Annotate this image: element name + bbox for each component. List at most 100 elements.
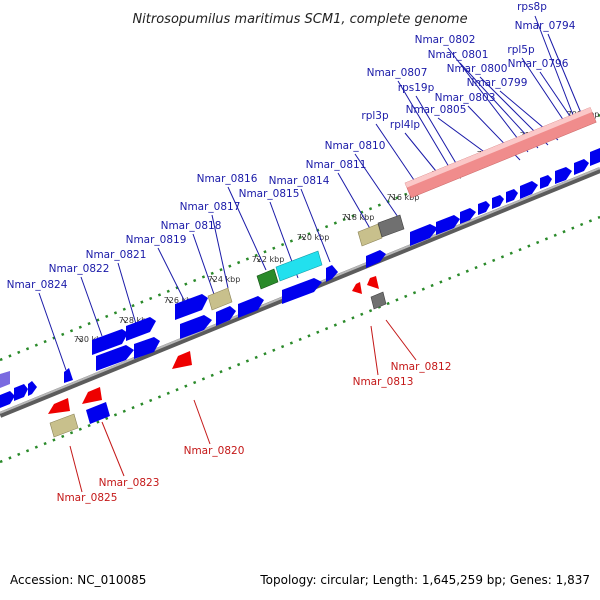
kbp-tick-label: 726 kbp	[164, 296, 197, 305]
reverse-strand-features	[48, 276, 387, 438]
gene-label: Nmar_0822	[49, 263, 110, 275]
cds-arrow	[92, 329, 128, 355]
outer-tick-guide	[0, 113, 600, 362]
gene-label: Nmar_0815	[239, 188, 300, 200]
khaki-feature	[207, 287, 233, 311]
leader-line	[534, 15, 579, 129]
leader-line	[354, 153, 401, 221]
cds-arrow-reverse	[367, 276, 379, 289]
leader-line	[192, 233, 217, 301]
gene-label: Nmar_0810	[325, 140, 386, 152]
gene-labels: rps8p Nmar_0794 Nmar_0802 Nmar_0801 rpl5p Nma…	[7, 1, 576, 504]
leader-line	[415, 95, 461, 171]
gene-label: Nmar_0817	[180, 201, 241, 213]
cds-arrow	[175, 294, 208, 320]
kbp-tick-mark	[256, 257, 261, 263]
kbp-tick-label: 722 kbp	[252, 255, 285, 264]
genome-summary: Topology: circular; Length: 1,645,259 bp…	[260, 573, 590, 587]
leader-line	[404, 132, 441, 177]
leader-line	[227, 186, 267, 271]
cds-arrow	[478, 201, 490, 215]
accession-label: Accession: NC_010085	[10, 573, 147, 587]
leader-line	[375, 123, 415, 181]
leader-line	[447, 47, 529, 153]
cds-arrow-reverse	[48, 398, 70, 414]
cds-arrow	[326, 265, 338, 282]
cds-arrow	[86, 402, 110, 424]
gene-label: Nmar_0807	[367, 67, 428, 79]
gene-label: Nmar_0821	[86, 249, 147, 261]
kbp-tick-mark	[390, 195, 396, 201]
kbp-tick-label: 730 kbp	[74, 335, 107, 344]
gene-label: Nmar_0825	[57, 492, 118, 504]
gene-label: rpl4lp	[390, 119, 420, 131]
leader-line	[397, 80, 453, 173]
cds-arrow	[216, 306, 236, 326]
cds-arrow	[238, 296, 264, 318]
cds-arrow	[410, 224, 438, 246]
map-title: Nitrosopumilus maritimus SCM1, complete …	[132, 12, 467, 27]
gene-label: Nmar_0818	[161, 220, 222, 232]
cds-arrow-reverse	[172, 351, 192, 369]
kbp-tick-mark	[301, 235, 306, 241]
green-feature	[256, 268, 279, 290]
khaki-feature	[357, 223, 383, 247]
gene-label: Nmar_0794	[515, 20, 576, 32]
gene-label: Nmar_0811	[306, 159, 367, 171]
gene-label: rps8p	[517, 1, 547, 13]
leader-line	[521, 57, 571, 131]
cds-arrow	[506, 189, 518, 203]
rrna-highlight	[405, 107, 593, 188]
leader-line	[547, 33, 587, 126]
cds-arrow	[574, 159, 589, 175]
leader-line	[337, 172, 373, 233]
cds-arrow	[520, 181, 538, 199]
leader-line	[157, 247, 187, 305]
gene-label: Nmar_0796	[508, 58, 569, 70]
leader-line	[385, 319, 417, 361]
leader-line	[300, 188, 331, 263]
cds-arrow	[64, 368, 73, 383]
gray-feature	[370, 291, 387, 310]
gene-label: Nmar_0820	[184, 445, 245, 457]
gene-label: Nmar_0800	[447, 63, 508, 75]
kbp-tick-mark	[122, 318, 127, 324]
gene-label: rpl5p	[507, 44, 535, 56]
cds-arrow	[0, 391, 15, 408]
gene-label: Nmar_0801	[428, 49, 489, 61]
cds-arrow	[28, 381, 37, 396]
leader-line	[101, 421, 125, 477]
cds-arrow	[180, 315, 212, 339]
gene-label: Nmar_0823	[99, 477, 160, 489]
kbp-tick-mark	[211, 277, 216, 283]
kbp-tick-label: 724 kbp	[208, 275, 241, 284]
cds-arrow-reverse	[352, 282, 362, 294]
kbp-tick-mark	[77, 337, 83, 343]
kbp-tick-mark	[345, 215, 351, 221]
gene-label: Nmar_0824	[7, 279, 68, 291]
tick-guides	[0, 113, 600, 464]
gene-label: Nmar_0816	[197, 173, 258, 185]
gene-label: rpl3p	[361, 110, 389, 122]
inner-tick-guide	[0, 215, 600, 464]
gene-label: rps19p	[398, 82, 435, 94]
cds-arrow	[555, 167, 572, 184]
leader-line	[193, 399, 211, 445]
cds-arrow	[366, 250, 386, 268]
gene-label: Nmar_0813	[353, 376, 414, 388]
leader-line	[370, 325, 379, 376]
kbp-tick-mark	[167, 298, 172, 304]
cds-arrow	[590, 148, 600, 166]
cds-arrow-reverse	[82, 387, 102, 404]
forward-strand-features	[0, 107, 600, 408]
khaki-feature	[49, 413, 79, 438]
gene-label: Nmar_0805	[406, 104, 467, 116]
cds-arrow	[436, 215, 460, 235]
leader-line	[38, 292, 67, 371]
gene-label: Nmar_0799	[467, 77, 528, 89]
gene-label: Nmar_0812	[391, 361, 452, 373]
gray-feature	[377, 214, 405, 238]
cds-arrow	[460, 208, 476, 224]
cds-arrow	[134, 337, 160, 359]
